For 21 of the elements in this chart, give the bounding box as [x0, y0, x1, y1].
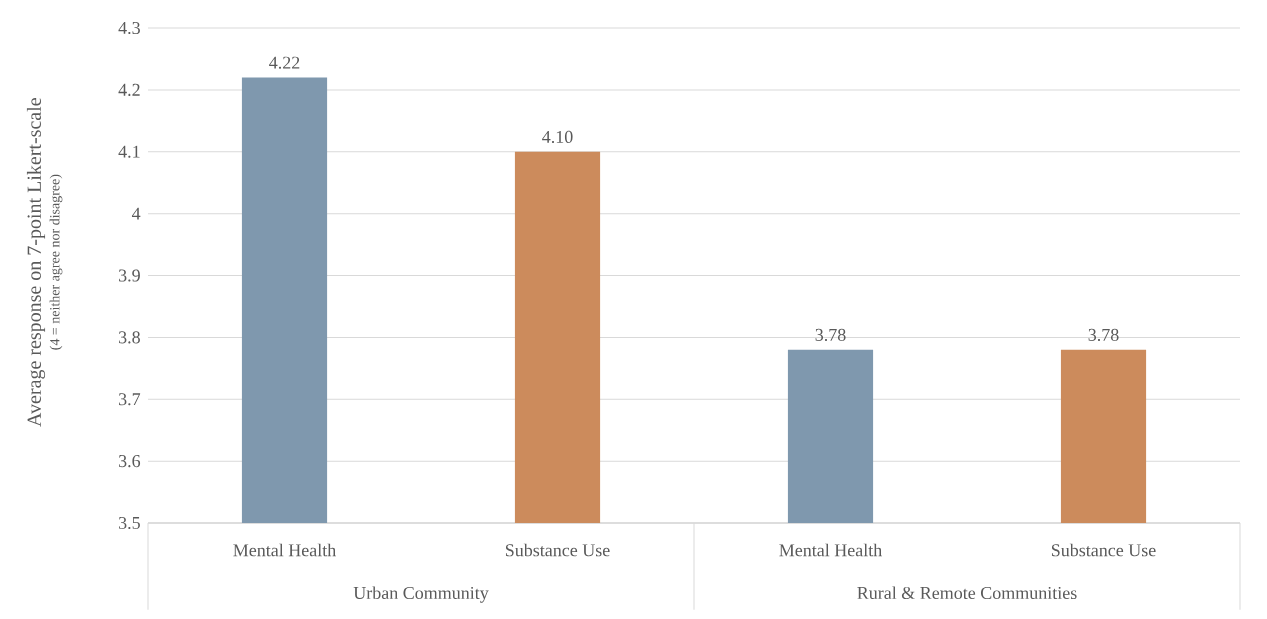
text: (4 = neither agree nor disagree)	[49, 174, 63, 350]
text: Mental Health	[779, 543, 882, 557]
y-tick-label: 4	[131, 207, 141, 220]
data-label: 4.22	[269, 56, 300, 69]
y-tick-label: 4.2	[118, 83, 140, 96]
data-label: 3.78	[815, 328, 846, 342]
y-tick-label: 3.9	[118, 269, 140, 282]
data-label: 4.10	[542, 130, 573, 144]
x-tick-label: Urban Community	[353, 586, 489, 603]
text: Substance Use	[1051, 543, 1156, 557]
y-tick-label: 3.7	[118, 393, 141, 406]
y-tick-label: 3.6	[118, 455, 141, 468]
series-label: Substance Use	[505, 543, 610, 557]
y-tick-label: 3.8	[118, 331, 140, 344]
y-tick-label: 4.1	[118, 145, 140, 158]
series-label: Mental Health	[233, 543, 336, 557]
y-tick-label: 3.5	[118, 516, 140, 530]
data-label: 3.78	[1088, 328, 1119, 342]
y-axis-title: Average response on 7-point Likert-scale	[26, 98, 46, 427]
x-tick-label: Rural & Remote Communities	[857, 586, 1077, 600]
y-tick-label: 4.3	[118, 21, 140, 35]
